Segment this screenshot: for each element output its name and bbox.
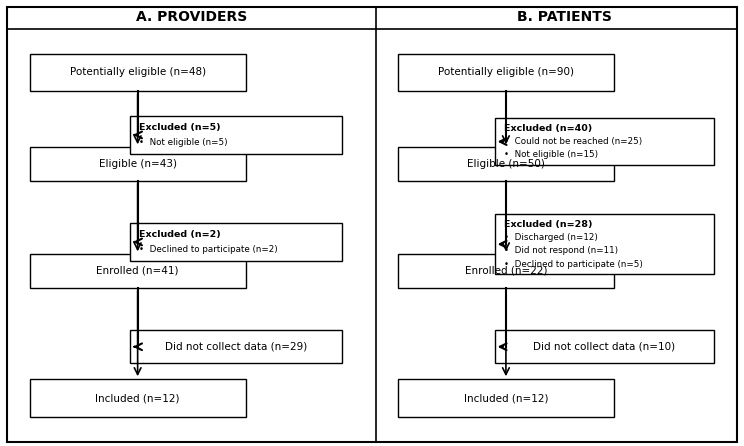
Bar: [130, 330, 342, 363]
Text: B. PATIENTS: B. PATIENTS: [516, 10, 612, 25]
Text: Did not collect data (n=10): Did not collect data (n=10): [533, 342, 676, 352]
Text: Enrolled (n=41): Enrolled (n=41): [97, 266, 179, 276]
Bar: [495, 118, 714, 165]
Text: Included (n=12): Included (n=12): [95, 393, 180, 403]
Text: •  Could not be reached (n=25): • Could not be reached (n=25): [504, 137, 642, 146]
Bar: [398, 379, 614, 417]
Text: •  Discharged (n=12): • Discharged (n=12): [504, 233, 597, 242]
Text: •  Declined to participate (n=5): • Declined to participate (n=5): [504, 260, 643, 269]
Text: Excluded (n=40): Excluded (n=40): [504, 124, 592, 133]
Bar: [30, 54, 246, 91]
Text: Excluded (n=5): Excluded (n=5): [139, 123, 221, 132]
Text: Did not collect data (n=29): Did not collect data (n=29): [165, 342, 307, 352]
Text: Excluded (n=28): Excluded (n=28): [504, 219, 592, 229]
Bar: [398, 54, 614, 91]
Text: Potentially eligible (n=90): Potentially eligible (n=90): [438, 67, 574, 78]
Text: •  Did not respond (n=11): • Did not respond (n=11): [504, 246, 618, 256]
Bar: [495, 330, 714, 363]
Bar: [130, 116, 342, 154]
Text: Excluded (n=2): Excluded (n=2): [139, 230, 221, 239]
Text: Potentially eligible (n=48): Potentially eligible (n=48): [70, 67, 205, 78]
Bar: [30, 254, 246, 288]
Text: •  Not eligible (n=5): • Not eligible (n=5): [139, 138, 228, 147]
Bar: [130, 223, 342, 261]
Bar: [495, 214, 714, 274]
Text: Enrolled (n=22): Enrolled (n=22): [465, 266, 547, 276]
Text: Eligible (n=43): Eligible (n=43): [99, 159, 176, 169]
Text: •  Declined to participate (n=2): • Declined to participate (n=2): [139, 245, 278, 254]
Bar: [398, 147, 614, 181]
Bar: [398, 254, 614, 288]
Text: A. PROVIDERS: A. PROVIDERS: [136, 10, 248, 25]
Text: Included (n=12): Included (n=12): [464, 393, 548, 403]
Text: Eligible (n=50): Eligible (n=50): [467, 159, 545, 169]
Bar: [30, 147, 246, 181]
Text: •  Not eligible (n=15): • Not eligible (n=15): [504, 150, 598, 160]
Bar: [30, 379, 246, 417]
